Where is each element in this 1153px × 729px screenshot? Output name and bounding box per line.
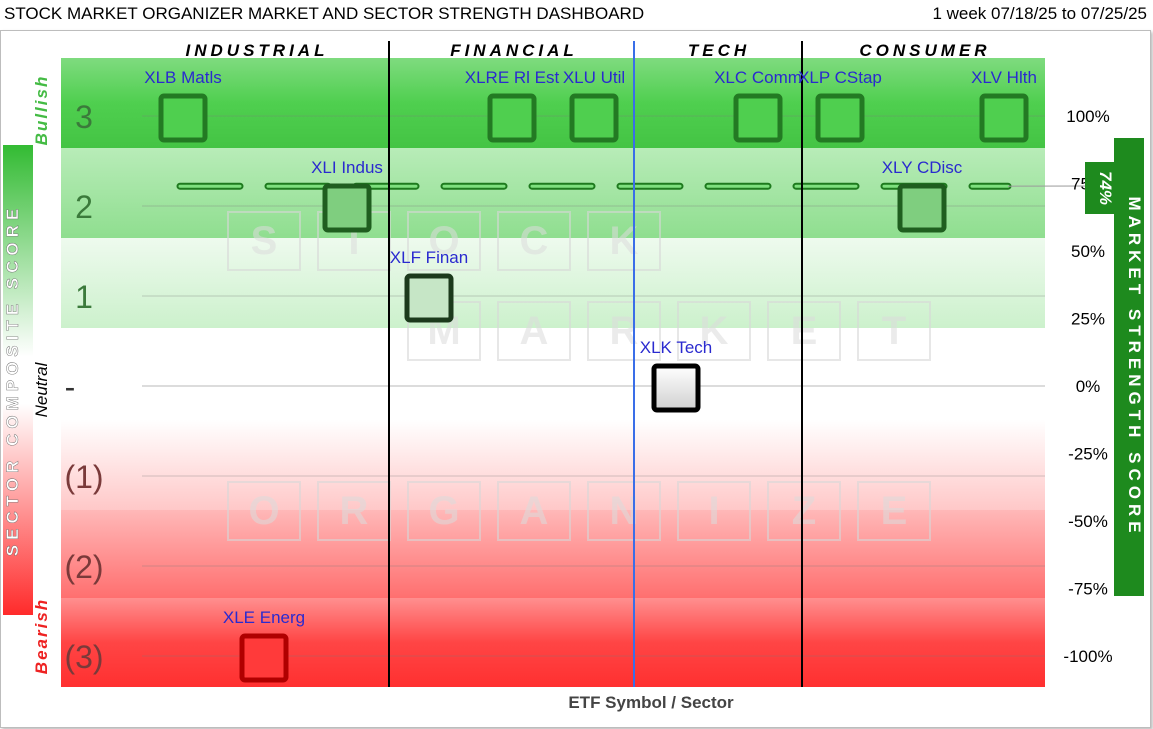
left-tick-label: (3) bbox=[64, 639, 103, 675]
etf-marker bbox=[404, 273, 454, 323]
right-axis-title: MARKET STRENGTH SCORE bbox=[1125, 196, 1144, 537]
watermark-letter: E bbox=[881, 489, 908, 533]
etf-label: XLE Energ bbox=[223, 608, 305, 627]
watermark-tile bbox=[767, 301, 841, 361]
etf-label: XLI Indus bbox=[311, 158, 383, 177]
etf-label: XLV Hlth bbox=[971, 68, 1037, 87]
watermark-letter: R bbox=[340, 489, 369, 533]
etf-marker bbox=[733, 93, 783, 143]
chart-frame bbox=[0, 30, 1151, 728]
watermark-tile bbox=[227, 481, 301, 541]
watermark-letter: C bbox=[520, 219, 549, 263]
etf-marker bbox=[158, 93, 208, 143]
watermark-tile bbox=[857, 301, 931, 361]
market-strength-value: 74% bbox=[1096, 171, 1115, 205]
right-tick-label: 50% bbox=[1071, 242, 1105, 261]
left-tick-label: 2 bbox=[75, 189, 93, 225]
right-tick-label: -50% bbox=[1068, 512, 1108, 531]
zone-label-bearish: Bearish bbox=[32, 598, 51, 674]
left-tick-label: (2) bbox=[64, 549, 103, 585]
etf-label: XLB Matls bbox=[144, 68, 221, 87]
watermark-letter: G bbox=[428, 489, 459, 533]
etf-label: XLY CDisc bbox=[882, 158, 963, 177]
watermark-letter: S bbox=[251, 219, 278, 263]
watermark-letter: A bbox=[520, 309, 549, 353]
watermark-letter: O bbox=[428, 219, 459, 263]
watermark-tile bbox=[497, 481, 571, 541]
etf-label: XLRE Rl Est bbox=[465, 68, 560, 87]
watermark-tile bbox=[497, 211, 571, 271]
zone-label-bullish: Bullish bbox=[32, 75, 51, 146]
sector-group-label: FINANCIAL bbox=[450, 41, 578, 60]
left-tick-label: 1 bbox=[75, 279, 93, 315]
score-band bbox=[61, 148, 1045, 238]
right-tick-label: 0% bbox=[1076, 377, 1101, 396]
left-axis-title: SECTOR COMPOSITE SCORE bbox=[3, 204, 22, 556]
etf-marker bbox=[897, 183, 947, 233]
market-strength-box bbox=[1085, 162, 1115, 214]
etf-marker bbox=[487, 93, 537, 143]
watermark-tile bbox=[407, 481, 481, 541]
score-band bbox=[61, 238, 1045, 328]
watermark-tile bbox=[677, 481, 751, 541]
right-tick-label: 100% bbox=[1066, 107, 1109, 126]
score-band bbox=[61, 510, 1045, 598]
left-tick-label: 3 bbox=[75, 99, 93, 135]
watermark-tile bbox=[677, 301, 751, 361]
x-axis-title: ETF Symbol / Sector bbox=[568, 693, 734, 712]
date-range: 1 week 07/18/25 to 07/25/25 bbox=[932, 4, 1147, 23]
watermark-letter: A bbox=[520, 489, 549, 533]
etf-marker bbox=[322, 183, 372, 233]
left-axis-bar bbox=[3, 145, 33, 615]
watermark-tile bbox=[407, 211, 481, 271]
etf-marker bbox=[569, 93, 619, 143]
score-band bbox=[61, 598, 1045, 687]
etf-marker bbox=[239, 633, 289, 683]
etf-label: XLC Comm bbox=[714, 68, 802, 87]
etf-label: XLU Util bbox=[563, 68, 625, 87]
watermark-letter: K bbox=[700, 309, 729, 353]
right-tick-label: -25% bbox=[1068, 445, 1108, 464]
watermark-tile bbox=[497, 301, 571, 361]
sector-group-label: TECH bbox=[688, 41, 750, 60]
right-tick-label: -75% bbox=[1068, 580, 1108, 599]
score-band bbox=[61, 420, 1045, 510]
watermark-letter: Z bbox=[792, 489, 816, 533]
right-axis-bar bbox=[1114, 138, 1144, 596]
etf-label: XLF Finan bbox=[390, 248, 468, 267]
sector-group-label: INDUSTRIAL bbox=[186, 41, 329, 60]
watermark-tile bbox=[587, 481, 661, 541]
watermark-tile bbox=[587, 301, 661, 361]
watermark-tile bbox=[227, 211, 301, 271]
score-band bbox=[61, 328, 1045, 420]
score-band bbox=[61, 58, 1045, 148]
zone-label-neutral: Neutral bbox=[32, 361, 51, 417]
etf-marker bbox=[651, 363, 701, 413]
left-tick-label: - bbox=[65, 369, 76, 405]
watermark-tile bbox=[857, 481, 931, 541]
right-tick-label: 25% bbox=[1071, 310, 1105, 329]
watermark-letter: T bbox=[882, 309, 906, 353]
etf-label: XLK Tech bbox=[640, 338, 712, 357]
dashboard-title: STOCK MARKET ORGANIZER MARKET AND SECTOR… bbox=[4, 4, 645, 23]
etf-marker bbox=[815, 93, 865, 143]
left-tick-label: (1) bbox=[64, 459, 103, 495]
sector-group-label: CONSUMER bbox=[859, 41, 990, 60]
watermark-letter: O bbox=[248, 489, 279, 533]
watermark-letter: E bbox=[791, 309, 818, 353]
watermark-tile bbox=[587, 211, 661, 271]
watermark-tile bbox=[767, 481, 841, 541]
etf-label: XLP CStap bbox=[798, 68, 882, 87]
watermark-letter: I bbox=[708, 489, 719, 533]
right-tick-label: -100% bbox=[1063, 647, 1112, 666]
etf-marker bbox=[979, 93, 1029, 143]
